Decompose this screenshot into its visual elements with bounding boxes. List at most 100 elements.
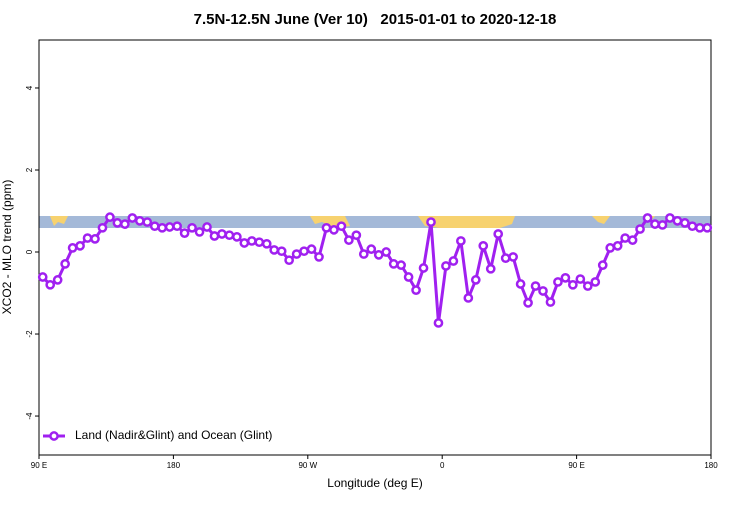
data-point <box>314 252 324 262</box>
data-point <box>82 233 93 243</box>
data-point <box>456 236 466 246</box>
data-point <box>373 250 384 260</box>
data-point <box>284 255 294 266</box>
data-point <box>620 233 630 243</box>
data-point <box>321 222 332 233</box>
x-tick-label: 180 <box>167 461 181 470</box>
data-point <box>209 231 220 241</box>
data-point <box>239 238 250 248</box>
data-point <box>478 241 489 251</box>
data-point <box>403 272 414 282</box>
x-tick-label: 180 <box>704 461 718 470</box>
data-point <box>112 218 123 228</box>
data-point <box>105 212 115 223</box>
data-point <box>396 260 406 270</box>
data-point <box>485 263 496 274</box>
y-tick-label: 2 <box>25 167 34 172</box>
legend-entry: Land (Nadir&Glint) and Ocean (Glint) <box>43 428 272 442</box>
data-point <box>329 225 339 235</box>
data-point <box>470 275 481 285</box>
y-tick-label: -2 <box>25 330 34 338</box>
data-point <box>232 231 242 242</box>
data-point <box>202 222 212 232</box>
data-point <box>217 229 227 239</box>
data-point <box>336 221 347 232</box>
data-point <box>553 277 563 287</box>
data-point <box>60 259 70 269</box>
data-point <box>37 272 48 282</box>
data-point <box>291 249 302 259</box>
data-point <box>650 219 660 229</box>
data-point <box>344 235 354 245</box>
data-point <box>463 293 474 303</box>
data-point <box>411 285 421 295</box>
data-point <box>254 237 265 248</box>
legend-marker <box>49 431 59 441</box>
data-point <box>45 279 56 290</box>
data-point <box>657 220 668 230</box>
data-point <box>351 230 362 241</box>
data-point <box>448 256 459 266</box>
data-point <box>366 244 377 254</box>
plot-frame <box>38 39 712 456</box>
land-patch <box>592 216 610 224</box>
legend-label: Land (Nadir&Glint) and Ocean (Glint) <box>75 428 272 442</box>
land-patch <box>418 216 515 228</box>
y-axis-label: XCO2 - MLO trend (ppm) <box>0 180 14 315</box>
data-point <box>665 213 675 223</box>
data-point <box>590 277 601 287</box>
x-axis-label: Longitude (deg E) <box>327 476 422 490</box>
y-tick-label: 4 <box>25 85 34 90</box>
chart-title: 7.5N-12.5N June (Ver 10) 2015-01-01 to 2… <box>194 11 557 28</box>
data-point <box>67 243 78 253</box>
data-point <box>276 246 287 257</box>
data-point <box>381 247 392 257</box>
data-point <box>418 263 429 273</box>
data-point <box>597 260 608 270</box>
data-point <box>635 224 645 234</box>
data-point <box>500 253 511 264</box>
data-point <box>246 236 257 246</box>
data-point <box>545 297 556 307</box>
x-tick-label: 0 <box>440 461 445 470</box>
data-point <box>515 279 526 289</box>
data-point <box>52 275 63 285</box>
data-point <box>702 222 713 233</box>
data-point <box>568 279 578 290</box>
data-point <box>605 243 616 253</box>
data-point <box>627 235 638 245</box>
data-point <box>672 215 683 226</box>
data-point <box>149 221 160 232</box>
data-point <box>493 229 504 239</box>
data-point <box>388 259 399 269</box>
data-point <box>120 219 130 229</box>
data-point <box>680 218 690 228</box>
data-point <box>358 249 369 259</box>
data-point <box>269 245 280 255</box>
data-point <box>612 241 623 251</box>
data-point <box>426 217 436 227</box>
data-point <box>582 281 593 291</box>
y-tick-label: -4 <box>25 412 34 420</box>
y-tick-label: 0 <box>25 249 34 254</box>
data-point <box>538 286 548 296</box>
data-point <box>687 221 698 232</box>
data-point <box>530 281 541 291</box>
land-patch <box>50 216 68 226</box>
data-point <box>224 230 235 241</box>
data-point <box>508 252 518 262</box>
data-point <box>179 228 190 238</box>
data-point <box>164 222 175 232</box>
data-point <box>575 274 586 284</box>
data-point <box>127 213 138 223</box>
data-point <box>523 298 533 308</box>
data-point <box>306 244 317 254</box>
x-tick-label: 90 E <box>31 461 47 470</box>
data-point <box>172 221 182 232</box>
data-point <box>642 213 653 223</box>
data-point <box>261 238 272 249</box>
x-tick-label: 90 W <box>298 461 317 470</box>
data-point <box>560 272 571 283</box>
data-point <box>134 215 145 226</box>
